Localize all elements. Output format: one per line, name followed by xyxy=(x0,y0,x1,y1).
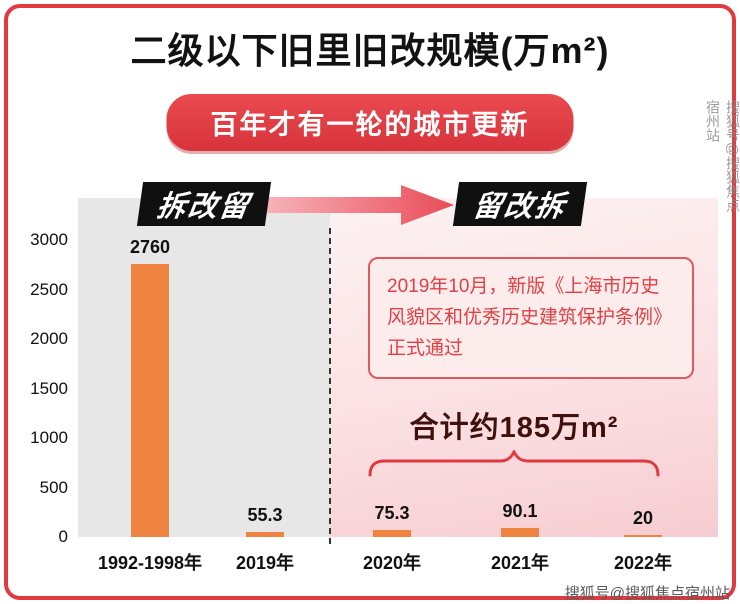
watermark-bottom: 搜狐号@搜狐焦点宿州站 xyxy=(564,585,730,602)
bar-value-label: 55.3 xyxy=(247,504,283,525)
watermark-side: 搜狐号@搜狐焦点宿州站 xyxy=(705,100,740,213)
x-axis-label: 2020年 xyxy=(362,553,422,573)
bar xyxy=(246,531,284,537)
y-axis-tick: 1000 xyxy=(30,428,68,447)
annotation-text: 2019年10月，新版《上海市历史风貌区和优秀历史建筑保护条例》正式通过 xyxy=(387,276,673,359)
x-axis-label: 2022年 xyxy=(613,553,673,573)
x-axis-label: 1992-1998年 xyxy=(97,553,203,573)
x-axis-label: 2021年 xyxy=(490,553,550,573)
bar xyxy=(624,535,662,537)
y-axis-tick: 2000 xyxy=(30,329,68,348)
bar xyxy=(501,528,539,537)
phase-label-left: 拆改留 xyxy=(136,182,272,226)
page-title: 二级以下旧里旧改规模(万m²) xyxy=(130,30,610,71)
bar-value-label: 90.1 xyxy=(502,501,538,522)
dashed-divider xyxy=(329,228,331,544)
total-label: 合计约185万m² xyxy=(409,412,619,444)
phase-right-text: 留改拆 xyxy=(470,191,569,223)
y-axis-tick: 0 xyxy=(58,527,68,546)
y-axis-tick: 3000 xyxy=(30,230,68,249)
plot-background-left xyxy=(78,198,330,537)
bar xyxy=(131,263,169,537)
bar-value-label: 75.3 xyxy=(374,502,410,523)
brace-icon xyxy=(368,448,660,483)
right-arrow-icon xyxy=(266,183,456,232)
bar-value-label: 20 xyxy=(632,508,654,528)
phase-left-text: 拆改留 xyxy=(154,191,253,223)
bar-value-label: 2760 xyxy=(129,236,171,257)
y-axis-tick: 2500 xyxy=(30,279,68,299)
phase-label-right: 留改拆 xyxy=(452,182,588,226)
x-axis-label: 2019年 xyxy=(235,553,295,573)
y-axis-tick: 500 xyxy=(39,477,68,497)
bar xyxy=(373,529,411,537)
y-axis: 0 500 1000 1500 2000 2500 3000 xyxy=(14,0,68,604)
annotation-box: 2019年10月，新版《上海市历史风貌区和优秀历史建筑保护条例》正式通过 xyxy=(368,257,694,380)
banner-label: 百年才有一轮的城市更新 xyxy=(166,94,574,151)
y-axis-tick: 1500 xyxy=(30,378,68,398)
